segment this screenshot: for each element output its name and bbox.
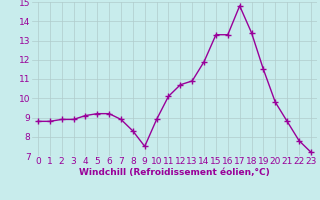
X-axis label: Windchill (Refroidissement éolien,°C): Windchill (Refroidissement éolien,°C) (79, 168, 270, 177)
